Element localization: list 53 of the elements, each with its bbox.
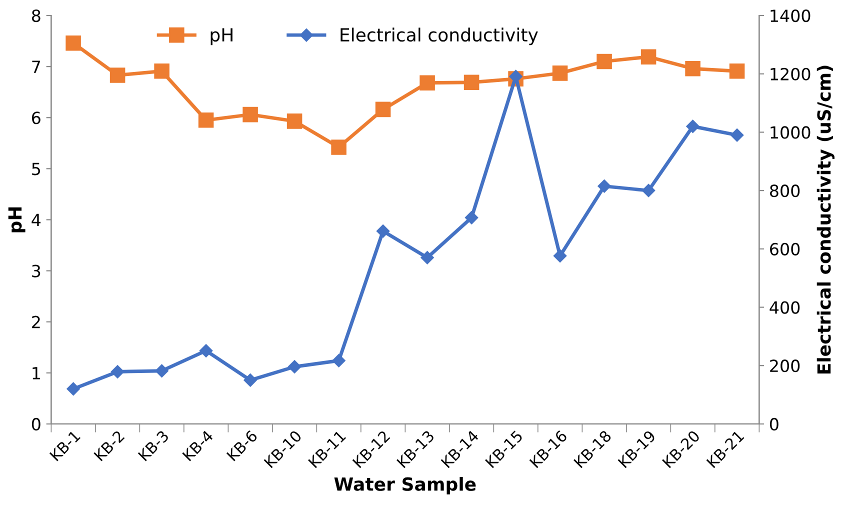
point: [66, 35, 81, 51]
point: [198, 112, 214, 128]
point: [729, 64, 745, 79]
y-tick-label: 3: [32, 264, 40, 278]
point: [553, 249, 567, 262]
point: [242, 106, 258, 122]
y-tick-label: 5: [32, 162, 40, 176]
legend-label: Electrical conductivity: [340, 28, 538, 46]
point: [464, 74, 480, 90]
y2-tick-label: 0: [770, 418, 778, 431]
point: [420, 251, 434, 264]
point: [596, 54, 612, 70]
y2-axis-title: Electrical conductivity (uS/cm): [816, 66, 834, 374]
legend-label: pH: [210, 28, 232, 46]
y2-tick-label: 800: [770, 184, 800, 198]
x-axis-title: Water Sample: [334, 476, 476, 494]
point: [685, 60, 700, 76]
y-tick-label: 2: [32, 316, 40, 328]
y-tick-label: 6: [32, 112, 40, 124]
y2-tick-label: 600: [770, 242, 800, 256]
point: [552, 66, 568, 81]
point: [640, 49, 656, 65]
point: [598, 180, 611, 193]
point: [420, 75, 435, 91]
y2-tick-label: 1400: [770, 9, 810, 22]
y-axis-title: pH: [8, 207, 26, 232]
y2-tick-label: 1200: [770, 68, 810, 80]
point: [509, 70, 522, 84]
point: [288, 360, 302, 374]
point: [154, 64, 170, 79]
point: [642, 184, 656, 198]
y2-tick-label: 400: [770, 301, 800, 314]
point: [66, 382, 80, 396]
point: [199, 344, 213, 358]
y2-tick-label: 200: [770, 360, 800, 372]
point: [464, 211, 478, 224]
point: [375, 102, 391, 118]
y-tick-label: 0: [32, 418, 40, 431]
point: [155, 364, 168, 378]
point: [110, 365, 124, 378]
point: [286, 114, 302, 129]
point: [332, 354, 346, 368]
point: [110, 68, 126, 83]
y-tick-label: 7: [32, 60, 40, 73]
y-tick-label: 1: [32, 367, 40, 380]
point: [686, 120, 700, 133]
point: [244, 374, 257, 387]
y2-tick-label: 1000: [770, 126, 810, 139]
point: [376, 224, 390, 238]
point: [331, 140, 346, 155]
y-tick-label: 4: [32, 214, 41, 226]
y-tick-label: 8: [32, 9, 40, 22]
point: [730, 128, 744, 142]
